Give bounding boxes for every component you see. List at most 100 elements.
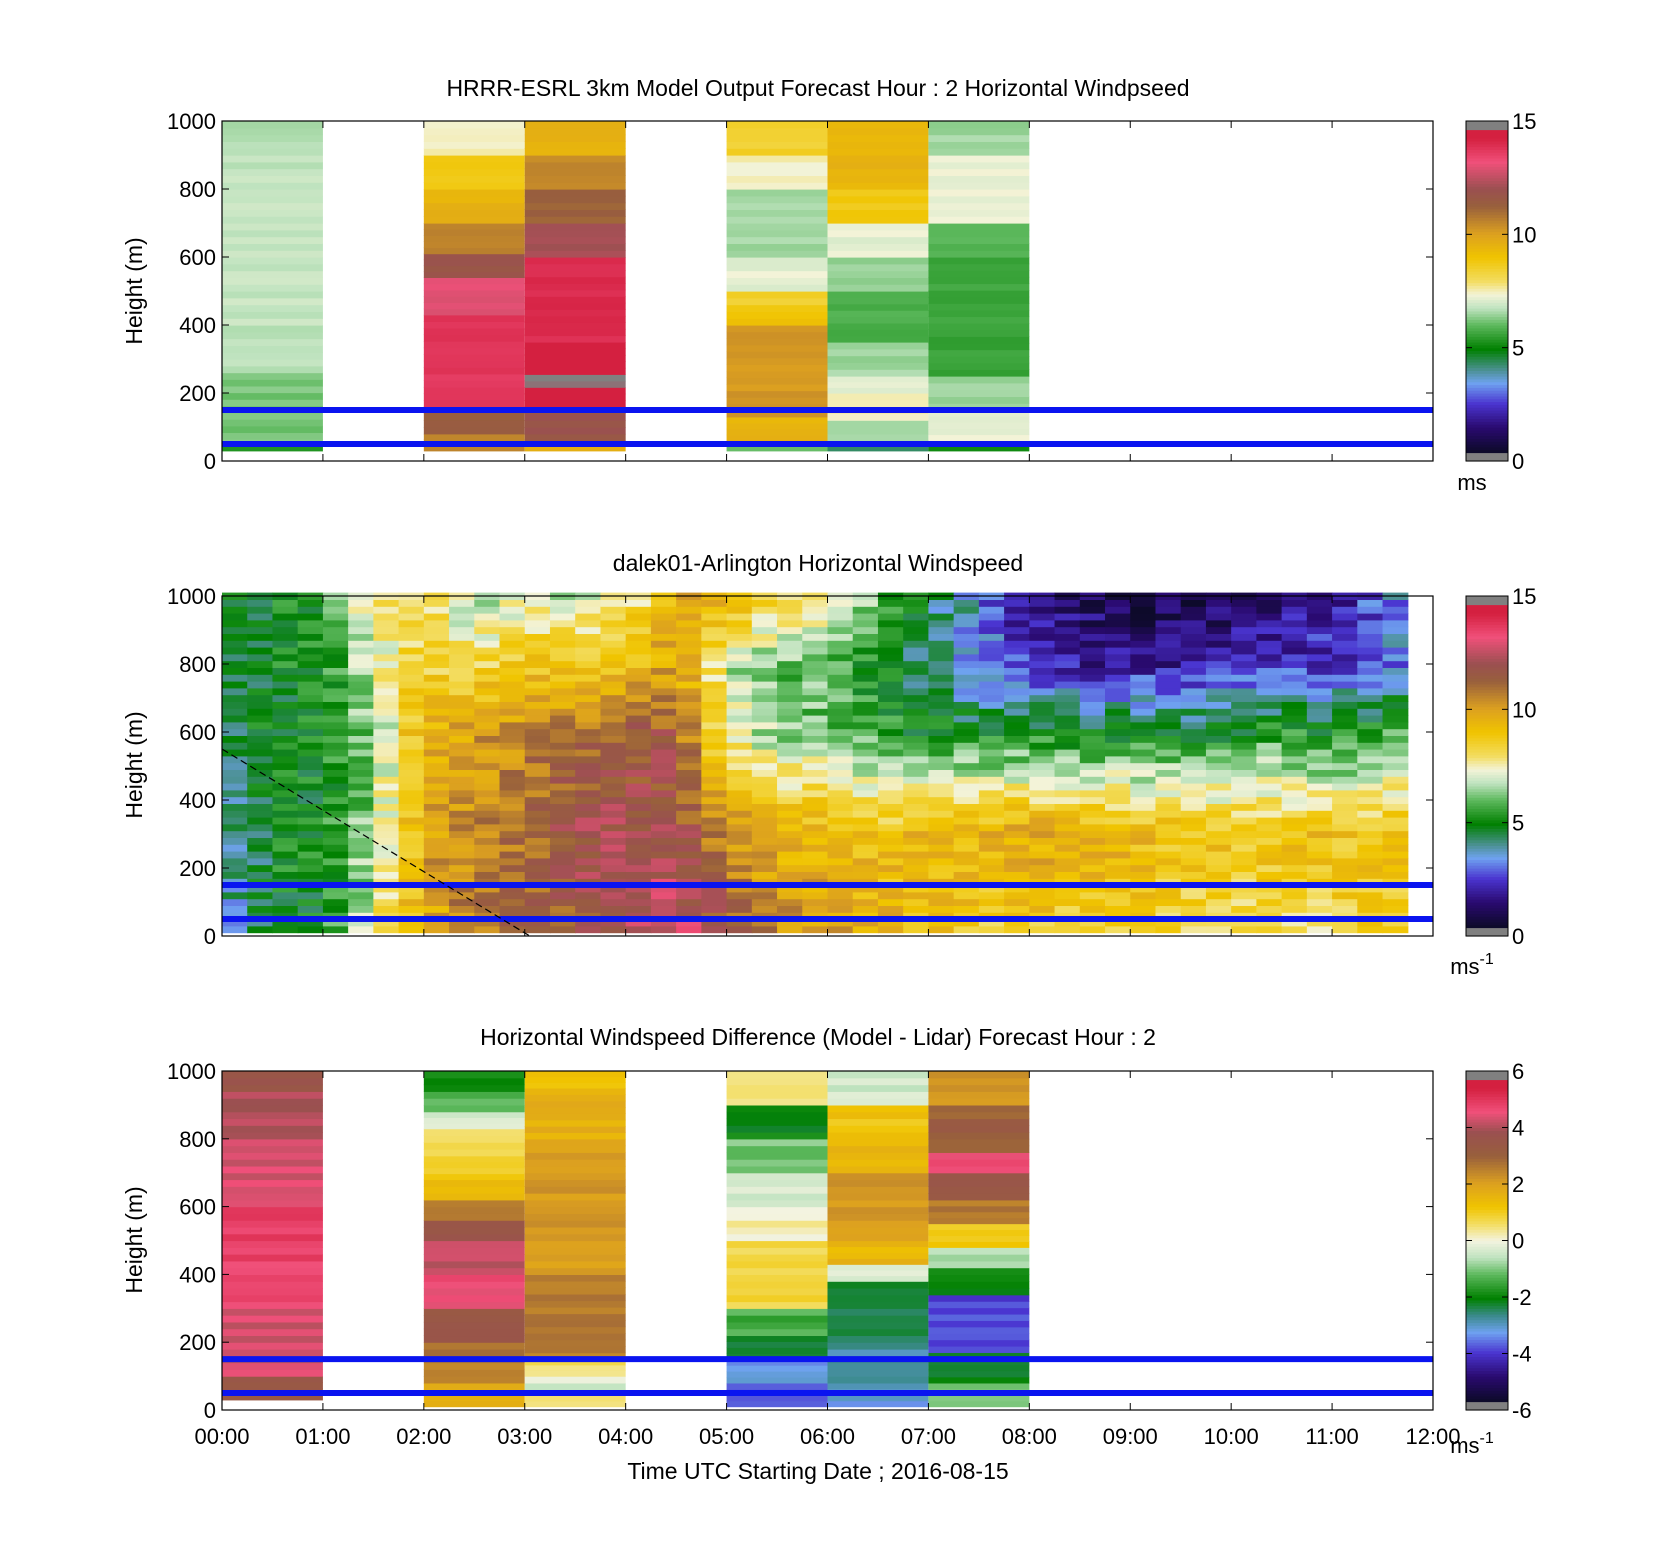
heatmap-cell <box>524 1274 626 1282</box>
heatmap-cell <box>575 919 602 927</box>
colorbar-segment <box>1466 760 1508 764</box>
heatmap-cell <box>524 354 626 362</box>
heatmap-cell <box>1054 878 1081 886</box>
y-tick-label: 1000 <box>167 1059 216 1084</box>
heatmap-cell <box>777 755 803 764</box>
colorbar-segment <box>1466 649 1508 654</box>
heatmap-cell <box>1231 640 1257 648</box>
heatmap-cell <box>247 715 274 723</box>
heatmap-cell <box>650 912 677 920</box>
colorbar-segment <box>1466 783 1508 787</box>
heatmap-cell <box>272 857 299 866</box>
heatmap-cell <box>928 1313 1030 1321</box>
heatmap-cell <box>978 721 1005 730</box>
heatmap-cell <box>903 742 930 750</box>
heatmap-cell <box>449 769 475 777</box>
heatmap-cell <box>272 898 299 906</box>
heatmap-cell <box>650 721 677 730</box>
heatmap-cell <box>802 810 829 818</box>
heatmap-cell <box>751 919 778 927</box>
heatmap-cell <box>1231 789 1257 798</box>
colorbar-segment <box>1466 361 1508 366</box>
heatmap-cell <box>1180 694 1207 702</box>
heatmap-cell <box>1256 599 1283 607</box>
heatmap-cell <box>1004 823 1030 832</box>
heatmap-cell <box>726 357 828 365</box>
heatmap-cell <box>625 735 652 743</box>
heatmap-cell <box>877 844 904 852</box>
heatmap-cell <box>852 721 879 730</box>
heatmap-cell <box>1105 891 1131 900</box>
heatmap-cell <box>549 864 576 872</box>
heatmap-cell <box>1130 810 1157 818</box>
heatmap-cell <box>524 1152 626 1160</box>
heatmap-cell <box>499 742 526 750</box>
colorbar-segment <box>1466 819 1508 824</box>
heatmap-cell <box>852 626 879 634</box>
heatmap-cell <box>575 769 602 777</box>
heatmap-cell <box>650 640 677 648</box>
colorbar-segment <box>1466 441 1508 445</box>
heatmap-cell <box>625 721 652 730</box>
heatmap-cell <box>423 687 450 696</box>
heatmap-cell <box>297 919 324 927</box>
heatmap-cell <box>499 810 526 818</box>
heatmap-cell <box>1180 674 1207 682</box>
heatmap-cell <box>1332 830 1358 838</box>
heatmap-cell <box>726 1226 828 1235</box>
heatmap-cell <box>1155 864 1182 872</box>
heatmap-cell <box>423 721 450 730</box>
heatmap-cell <box>1029 640 1056 648</box>
heatmap-cell <box>751 851 778 859</box>
colorbar-segment <box>1466 1116 1508 1120</box>
heatmap-cell <box>423 223 525 230</box>
heatmap-cell <box>827 303 929 311</box>
heatmap-cell <box>1382 864 1409 872</box>
heatmap-cell <box>247 925 274 934</box>
heatmap-cell <box>1281 817 1308 825</box>
heatmap-cell <box>600 837 627 845</box>
heatmap-cell <box>1231 694 1257 702</box>
heatmap-cell <box>449 721 475 730</box>
heatmap-cell <box>272 606 299 614</box>
colorbar-segment <box>1466 1384 1508 1388</box>
heatmap-cell <box>928 1229 1030 1237</box>
heatmap-cell <box>1306 783 1333 791</box>
heatmap-cell <box>1004 640 1030 648</box>
heatmap-cell <box>1130 823 1157 832</box>
heatmap-cell <box>322 803 349 811</box>
colorbar-segment <box>1466 834 1508 838</box>
heatmap-cell <box>726 1104 828 1113</box>
heatmap-cell <box>625 830 652 838</box>
heatmap-cell <box>1382 755 1409 764</box>
heatmap-cell <box>701 912 728 920</box>
heatmap-cell <box>1205 796 1232 804</box>
heatmap-cell <box>348 613 374 621</box>
heatmap-cell <box>777 762 803 770</box>
heatmap-cell <box>1029 796 1056 804</box>
heatmap-cell <box>524 1260 626 1269</box>
heatmap-cell <box>449 694 475 702</box>
heatmap-cell <box>549 885 576 893</box>
colorbar-segment <box>1466 1248 1508 1253</box>
heatmap-cell <box>928 660 955 668</box>
heatmap-cell <box>1054 837 1081 845</box>
heatmap-cell <box>903 735 930 743</box>
heatmap-cell <box>524 823 551 832</box>
heatmap-cell <box>827 413 929 421</box>
heatmap-cell <box>297 878 324 886</box>
heatmap-cell <box>1180 796 1207 804</box>
heatmap-cell <box>928 257 1030 265</box>
heatmap-cell <box>1205 864 1232 872</box>
heatmap-cell <box>726 202 828 210</box>
colorbar-segment <box>1466 1209 1508 1213</box>
heatmap-cell <box>1130 857 1157 866</box>
heatmap-cell <box>398 667 425 675</box>
heatmap-cell <box>247 755 274 764</box>
heatmap-cell <box>1029 749 1056 757</box>
heatmap-cell <box>726 236 828 244</box>
heatmap-cell <box>348 830 374 838</box>
heatmap-cell <box>650 769 677 777</box>
heatmap-cell <box>1130 660 1157 668</box>
heatmap-cell <box>297 606 324 614</box>
